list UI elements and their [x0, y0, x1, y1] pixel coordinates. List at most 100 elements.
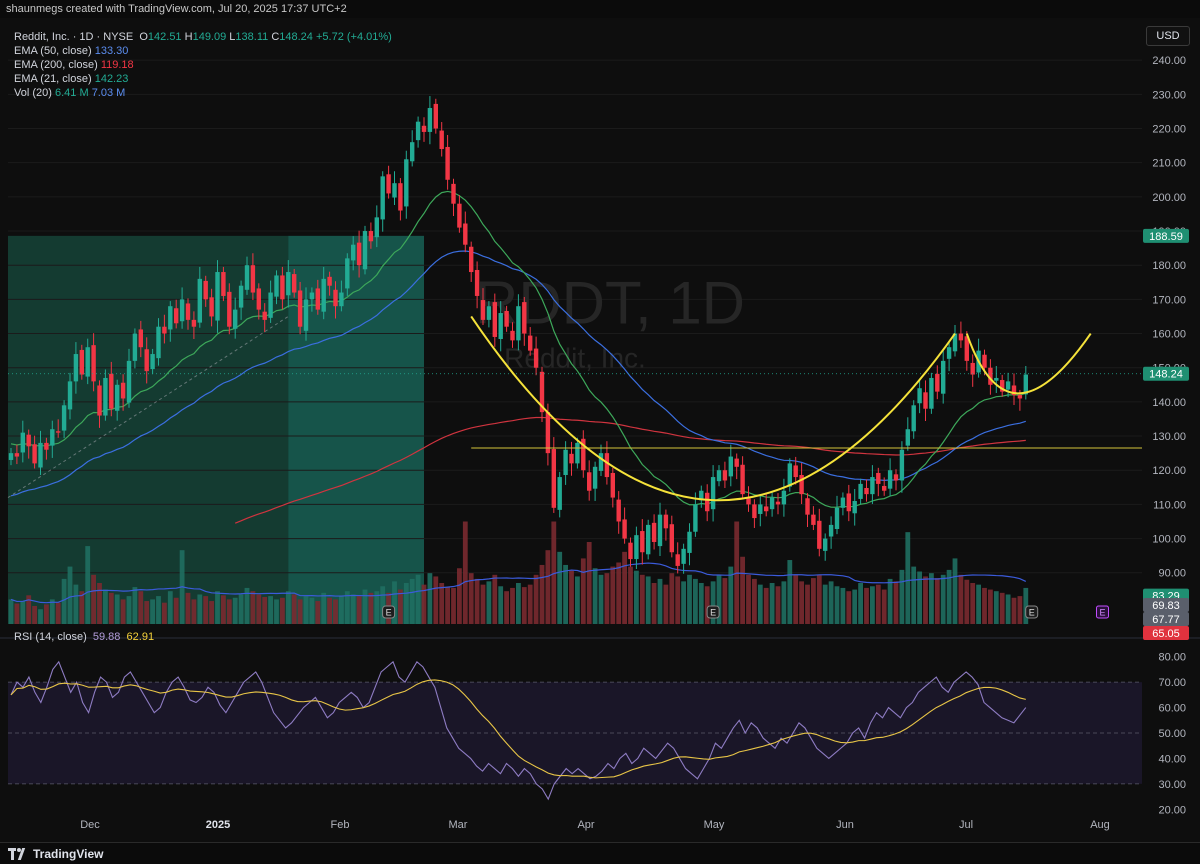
footer: TradingView: [0, 842, 1200, 864]
tradingview-logo[interactable]: TradingView: [8, 847, 103, 861]
candle: [73, 342, 79, 394]
candle-body: [651, 522, 657, 542]
volume-bar: [934, 578, 940, 624]
candle-body: [286, 272, 291, 296]
currency-button[interactable]: USD: [1146, 26, 1190, 46]
legend-rsi[interactable]: RSI (14, close) 59.88 62.91: [14, 631, 155, 643]
candle: [292, 268, 297, 298]
candle-body: [333, 289, 338, 307]
candle-body: [705, 492, 710, 512]
candle: [215, 260, 220, 333]
candle-body: [256, 288, 261, 310]
candle-body: [44, 442, 49, 450]
badge-bg: [1143, 612, 1189, 626]
candle-body: [339, 292, 344, 307]
legend-ema50[interactable]: EMA (50, close) 133.30: [14, 45, 129, 57]
earnings-icon: [382, 605, 396, 619]
candle: [929, 372, 934, 414]
volume-bar: [445, 587, 450, 624]
candle: [716, 465, 722, 487]
volume-bar: [14, 603, 20, 624]
candle-body: [492, 302, 497, 337]
price-axis-badge: 67.77: [1143, 612, 1189, 626]
candle: [238, 280, 244, 320]
rsi-ma-value: 62.91: [126, 631, 155, 643]
badge-bg: [1143, 228, 1189, 243]
legend-ema21[interactable]: EMA (21, close) 142.23: [14, 73, 129, 85]
volume-bar: [639, 574, 645, 624]
candle: [44, 437, 49, 460]
cup-curve: [470, 315, 956, 502]
volume-bar: [1011, 597, 1017, 624]
price-tick-label: 110.00: [1153, 499, 1186, 511]
candle: [32, 435, 37, 469]
volume-bar: [586, 542, 592, 624]
candle: [144, 337, 149, 384]
badge-text: 188.59: [1149, 231, 1183, 243]
candle: [598, 444, 604, 477]
rsi-tick-label: 50.00: [1158, 728, 1186, 740]
volume-bar: [486, 581, 492, 624]
volume-bar: [173, 597, 179, 624]
volume-bar: [403, 583, 409, 624]
volume-bar: [504, 591, 509, 624]
symbol-label[interactable]: Reddit, Inc. · 1D · NYSE: [14, 31, 134, 43]
candle: [345, 253, 350, 296]
volume-bar: [327, 597, 332, 624]
candle-body: [368, 231, 374, 242]
candle-body: [893, 474, 899, 481]
candle-body: [309, 292, 315, 300]
volume-bar: [268, 596, 273, 624]
volume-bar: [687, 574, 692, 624]
candle: [56, 419, 61, 438]
candle-body: [303, 299, 309, 331]
volume-bar: [657, 578, 663, 624]
candle: [799, 463, 804, 505]
volume-bar: [775, 586, 781, 624]
volume-bar: [811, 578, 816, 624]
candle-body: [398, 183, 403, 211]
candle: [764, 494, 769, 517]
candle: [274, 270, 279, 305]
earnings-letter: E: [710, 608, 716, 618]
candle: [622, 507, 627, 544]
candle-body: [209, 297, 214, 317]
candle-body: [380, 176, 385, 220]
legend-ema200[interactable]: EMA (200, close) 119.18: [14, 59, 134, 71]
candle: [994, 366, 999, 394]
candle: [380, 171, 385, 232]
candle-body: [598, 453, 604, 471]
legend-volume[interactable]: Vol (20) 6.41 M 7.03 M: [14, 87, 126, 99]
volume-bar: [215, 591, 220, 624]
candle: [120, 374, 126, 411]
volume-bar: [457, 568, 462, 624]
volume-bar: [946, 569, 952, 624]
candle: [38, 430, 43, 476]
volume-bar: [852, 589, 858, 624]
rsi-tick-label: 40.00: [1158, 753, 1186, 765]
earnings-letter: E: [1099, 608, 1105, 618]
volume-bar: [203, 596, 209, 624]
volume-bar: [344, 591, 350, 624]
volume-bar: [162, 602, 167, 624]
candle: [699, 485, 704, 508]
candle-body: [781, 490, 787, 505]
volume-bar: [221, 595, 226, 624]
candle: [769, 492, 775, 517]
candle-body: [846, 493, 851, 512]
volume-bar: [185, 592, 191, 624]
candle-body: [522, 302, 527, 334]
open-value: 142.51: [147, 31, 182, 43]
volume-bar: [8, 599, 14, 624]
volume-bar: [492, 574, 498, 624]
candle: [899, 441, 905, 493]
price-tick-label: 210.00: [1152, 158, 1186, 170]
candle: [221, 266, 226, 302]
candle: [368, 222, 374, 249]
volume-bar: [940, 574, 946, 624]
candle-body: [628, 542, 633, 560]
volume-bar: [392, 581, 397, 624]
candle: [109, 361, 114, 417]
candle: [433, 98, 438, 134]
